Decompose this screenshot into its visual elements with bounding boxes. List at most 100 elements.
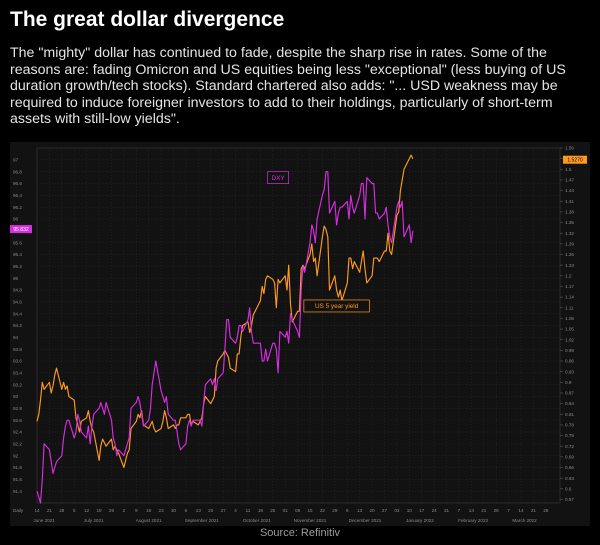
right-tick-label: 0.84 [565, 401, 574, 406]
page-subtitle: The "mighty" dollar has continued to fad… [10, 45, 566, 128]
left-tick-label: 94 [13, 335, 19, 340]
right-tick-label: 0.87 [565, 391, 574, 396]
left-tick-label: 93.6 [13, 359, 22, 364]
right-tick-label: 0.57 [565, 497, 574, 502]
x-month-label: February 2022 [458, 518, 488, 523]
x-tick-label: 29 [332, 508, 338, 513]
x-tick-label: 2 [123, 508, 126, 513]
right-tick-label: 0.66 [565, 465, 574, 470]
x-tick-label: 26 [109, 508, 115, 513]
left-tick-label: 91.6 [13, 477, 22, 482]
x-month-label: March 2022 [512, 518, 537, 523]
us5y-last-value-badge: 1.5270 [563, 155, 587, 164]
x-axis: 14 21 28 5 12 19 26 2 9 16 23 30 6 13 20 27 4 11 18 25 01 08 1… [13, 508, 549, 523]
right-tick-label: 0.96 [565, 359, 574, 364]
right-tick-label: 0.93 [565, 369, 574, 374]
right-tick-label: 1.44 [565, 188, 574, 193]
left-tick-label: 91.4 [13, 489, 22, 494]
right-tick-label: 1.14 [565, 295, 574, 300]
x-tick-label: 08 [295, 508, 301, 513]
right-tick-label: 0.6 [565, 486, 572, 491]
right-tick-label: 0.72 [565, 444, 574, 449]
x-month-label: November 2021 [294, 518, 327, 523]
left-tick-label: 93 [13, 394, 19, 399]
x-tick-label: 28 [59, 508, 65, 513]
x-tick-label: 20 [370, 508, 376, 513]
x-tick-label: 9 [135, 508, 138, 513]
annotations: DXY US 5 year yield [267, 171, 370, 313]
x-tick-label: 14 [518, 508, 524, 513]
x-tick-label: 5 [73, 508, 76, 513]
right-tick-label: 1.32 [565, 231, 574, 236]
x-tick-label: 27 [221, 508, 227, 513]
right-tick-label: 0.75 [565, 433, 574, 438]
x-tick-label: 27 [382, 508, 388, 513]
left-tick-label: 93.4 [13, 370, 22, 375]
left-tick-label: 96.2 [13, 205, 22, 210]
left-tick-label: 96 [13, 217, 19, 222]
x-month-label: June 2021 [33, 518, 55, 523]
left-tick-label: 96.8 [13, 169, 22, 174]
x-tick-label: 01 [283, 508, 289, 513]
right-tick-label: 0.81 [565, 412, 574, 417]
left-tick-label: 94.8 [13, 288, 22, 293]
right-tick-label: 0.69 [565, 454, 574, 459]
left-tick-label: 97 [13, 157, 19, 162]
series-annotation: DXY [267, 171, 290, 184]
right-tick-label: 1.11 [565, 305, 574, 310]
left-tick-label: 95.2 [13, 264, 22, 269]
left-tick-label: 94.2 [13, 323, 22, 328]
x-tick-label: 30 [171, 508, 177, 513]
x-tick-label: 19 [96, 508, 102, 513]
x-tick-label: 21 [481, 508, 487, 513]
x-month-label: August 2021 [136, 518, 162, 523]
left-tick-label: 92.4 [13, 430, 22, 435]
right-tick-label: 0.9 [565, 380, 572, 385]
left-tick-label: 96.6 [13, 181, 22, 186]
annotation-box [267, 171, 290, 184]
right-tick-label: 0.63 [565, 476, 574, 481]
annotation-box [303, 299, 370, 313]
left-tick-label: 93.2 [13, 382, 22, 387]
x-tick-label: 20 [208, 508, 214, 513]
x-tick-label: 15 [307, 508, 313, 513]
x-tick-label: 6 [346, 508, 349, 513]
dxy-last-value-badge: 95.832 [10, 225, 32, 234]
x-tick-label: 03 [394, 508, 400, 513]
left-tick-label: 95.4 [13, 252, 22, 257]
last-value-badges: 95.832 1.5270 [10, 155, 587, 234]
right-tick-label: 0.78 [565, 423, 574, 428]
right-tick-label: 1.47 [565, 178, 574, 183]
x-tick-label: 4 [234, 508, 237, 513]
x-month-label: January 2022 [406, 518, 434, 523]
right-tick-label: 1.2 [565, 273, 572, 278]
right-tick-label: 1.17 [565, 284, 574, 289]
badge-label: 1.5270 [567, 158, 583, 164]
left-tick-label: 95.6 [13, 240, 22, 245]
x-month-label: July 2021 [84, 518, 104, 523]
x-tick-label: 28 [494, 508, 500, 513]
annotation-label: US 5 year yield [315, 303, 359, 310]
x-axis-unit: Daily [13, 508, 24, 513]
right-tick-label: 1.05 [565, 327, 574, 332]
right-tick-label: 1.56 [565, 146, 574, 151]
right-tick-label: 1.38 [565, 210, 574, 215]
right-axis: 1.561.531.51.471.441.411.381.351.321.291… [560, 146, 574, 502]
x-tick-label: 22 [320, 508, 326, 513]
x-tick-label: 13 [196, 508, 202, 513]
left-tick-label: 91.8 [13, 465, 22, 470]
x-tick-label: 25 [270, 508, 276, 513]
x-tick-label: 14 [469, 508, 475, 513]
x-month-label: December 2021 [349, 518, 382, 523]
source-note: Source: Refinitiv [259, 527, 341, 539]
left-tick-label: 94.4 [13, 311, 22, 316]
page-title: The great dollar divergence [10, 8, 285, 31]
annotation-label: DXY [272, 175, 286, 182]
badge-label: 95.832 [13, 227, 29, 233]
x-tick-label: 11 [246, 508, 251, 513]
dxy-line [36, 171, 414, 504]
right-tick-label: 1.35 [565, 220, 574, 225]
x-tick-label: 12 [84, 508, 90, 513]
left-tick-label: 92.2 [13, 441, 22, 446]
x-tick-label: 28 [543, 508, 549, 513]
